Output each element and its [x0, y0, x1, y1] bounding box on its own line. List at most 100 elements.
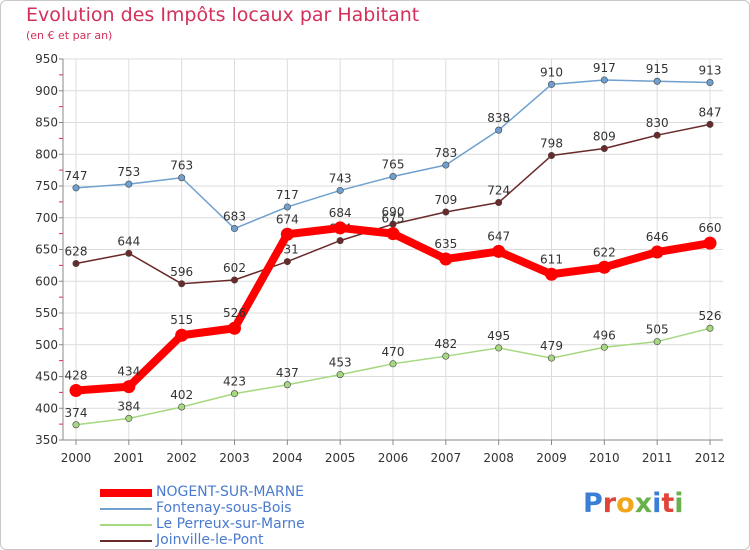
legend-swatch [100, 540, 152, 542]
data-label: 675 [382, 212, 405, 226]
data-label: 434 [117, 365, 140, 379]
data-label: 747 [65, 169, 88, 183]
data-point [69, 383, 83, 397]
data-label: 753 [117, 165, 140, 179]
data-point [439, 252, 453, 266]
data-label: 611 [540, 252, 563, 266]
data-label: 683 [223, 210, 246, 224]
logo-letter: P [583, 488, 603, 519]
x-tick-label: 2003 [219, 451, 250, 465]
y-tick-label: 900 [35, 84, 58, 98]
y-tick-label: 850 [35, 116, 58, 130]
data-label: 470 [382, 345, 405, 359]
y-tick-label: 400 [35, 401, 58, 415]
data-point [495, 199, 503, 207]
data-label: 628 [65, 244, 88, 258]
proxiti-logo: Proxiti [583, 488, 684, 519]
data-label: 910 [540, 65, 563, 79]
y-tick-label: 650 [35, 243, 58, 257]
data-point [228, 321, 241, 335]
x-tick-label: 2011 [642, 451, 673, 465]
y-tick-label: 500 [35, 338, 58, 352]
logo-letter: o [616, 488, 635, 519]
data-point [72, 259, 80, 267]
data-point [178, 280, 186, 288]
data-point [653, 77, 661, 85]
data-point [72, 421, 80, 429]
data-point [280, 227, 294, 241]
data-label: 453 [329, 356, 352, 370]
data-point [283, 381, 291, 389]
data-label: 830 [646, 116, 669, 130]
x-tick-label: 2001 [114, 451, 145, 465]
data-label: 660 [699, 221, 722, 235]
data-point [706, 120, 714, 128]
logo-letter: r [602, 488, 617, 519]
data-label: 917 [593, 61, 616, 75]
data-label: 798 [540, 137, 563, 151]
data-point [600, 145, 608, 153]
data-label: 374 [65, 406, 88, 420]
data-point [600, 343, 608, 351]
data-label: 709 [434, 193, 457, 207]
data-point [283, 258, 291, 266]
data-point [178, 174, 186, 182]
chart-legend: NOGENT-SUR-MARNE Fontenay-sous-Bois Le Per… [100, 484, 400, 549]
data-point [545, 267, 558, 281]
data-point [333, 221, 347, 235]
data-point [495, 126, 503, 134]
legend-label: NOGENT-SUR-MARNE [156, 484, 305, 500]
data-point [336, 371, 344, 379]
data-point [703, 236, 717, 250]
data-point [125, 414, 133, 422]
legend-item: Joinville-le-Pont [100, 532, 400, 549]
data-label: 684 [329, 206, 352, 220]
data-label: 847 [699, 105, 722, 119]
data-point [650, 245, 664, 259]
x-tick-label: 2012 [695, 451, 726, 465]
logo-letter: i [652, 488, 662, 519]
legend-swatch [100, 508, 152, 510]
data-point [122, 380, 136, 394]
legend-label: Fontenay-sous-Bois [156, 500, 292, 516]
data-label: 647 [487, 229, 510, 243]
y-tick-label: 550 [35, 306, 58, 320]
data-point [389, 360, 397, 368]
data-label: 479 [540, 339, 563, 353]
data-point [653, 131, 661, 139]
legend-label: Le Perreux-sur-Marne [156, 516, 305, 532]
data-point [495, 344, 503, 352]
x-tick-label: 2000 [61, 451, 92, 465]
data-label: 482 [434, 337, 457, 351]
data-label: 423 [223, 375, 246, 389]
y-tick-label: 700 [35, 211, 58, 225]
legend-label: Joinville-le-Pont [156, 532, 264, 548]
data-point [175, 328, 189, 342]
data-label: 505 [646, 323, 669, 337]
data-label: 674 [276, 212, 299, 226]
data-label: 596 [170, 265, 193, 279]
data-label: 526 [699, 309, 722, 323]
x-tick-label: 2004 [272, 451, 303, 465]
x-tick-label: 2009 [536, 451, 567, 465]
data-label: 495 [487, 329, 510, 343]
data-point [706, 324, 714, 332]
data-label: 724 [487, 184, 510, 198]
x-tick-label: 2002 [166, 451, 197, 465]
logo-letter: x [634, 488, 653, 519]
data-label: 644 [117, 234, 140, 248]
x-tick-label: 2010 [589, 451, 620, 465]
data-label: 765 [382, 157, 405, 171]
data-label: 635 [434, 237, 457, 251]
y-tick-label: 800 [35, 147, 58, 161]
data-point [597, 260, 611, 274]
data-point [600, 76, 608, 84]
data-label: 690 [382, 205, 405, 219]
x-tick-label: 2007 [431, 451, 462, 465]
legend-swatch [100, 524, 152, 526]
data-label: 646 [646, 230, 669, 244]
y-tick-label: 950 [35, 52, 58, 66]
data-label: 428 [65, 368, 88, 382]
data-point [231, 390, 239, 398]
